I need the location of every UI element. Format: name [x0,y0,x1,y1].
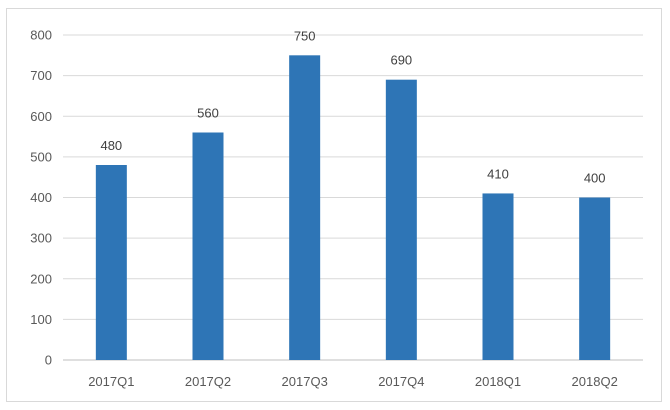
data-label: 480 [100,138,122,153]
y-tick-label: 200 [30,271,52,286]
x-tick-label: 2018Q1 [475,374,521,389]
x-tick-label: 2017Q3 [282,374,328,389]
bar [579,197,611,360]
y-tick-label: 800 [30,28,52,43]
y-tick-label: 500 [30,149,52,164]
bar [95,165,127,360]
bar [385,79,417,360]
bar [482,193,514,360]
data-label: 410 [487,166,509,181]
y-tick-label: 300 [30,231,52,246]
x-tick-label: 2017Q1 [88,374,134,389]
y-tick-label: 700 [30,68,52,83]
y-tick-label: 100 [30,312,52,327]
y-tick-label: 0 [45,353,52,368]
bar [192,132,224,360]
bar [289,55,321,360]
y-tick-label: 600 [30,109,52,124]
y-tick-label: 400 [30,190,52,205]
data-label: 400 [584,171,606,186]
data-label: 560 [197,106,219,121]
x-tick-label: 2017Q2 [185,374,231,389]
data-label: 690 [390,53,412,68]
data-label: 750 [294,28,316,43]
x-tick-label: 2017Q4 [378,374,424,389]
x-tick-label: 2018Q2 [572,374,618,389]
